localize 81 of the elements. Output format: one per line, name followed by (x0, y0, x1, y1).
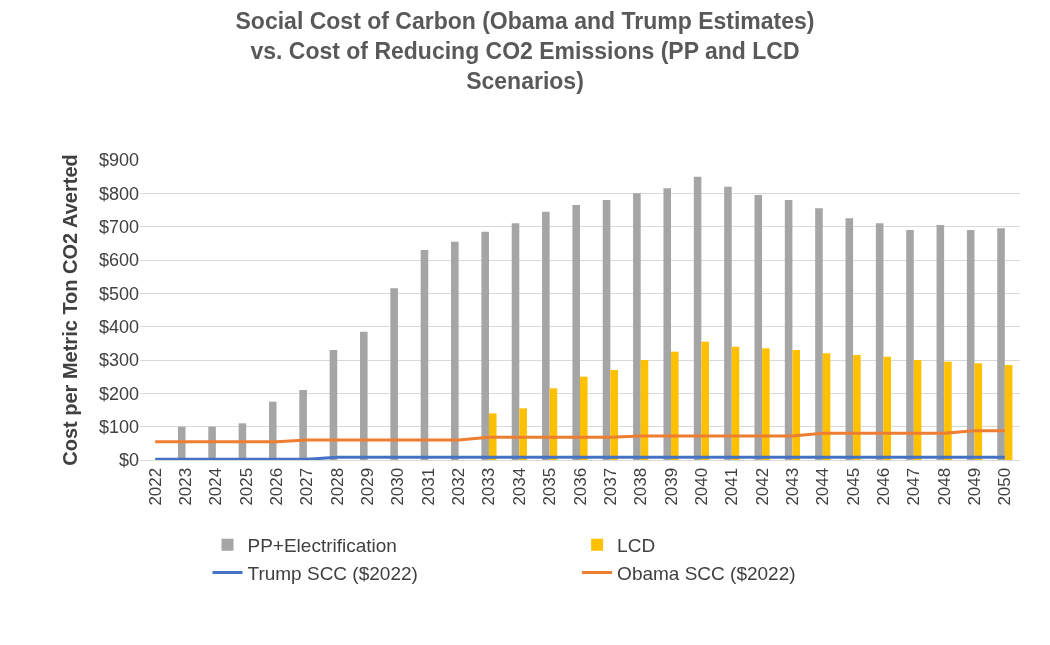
bar (360, 331, 368, 460)
x-tick-label: 2044 (813, 467, 833, 506)
bar (602, 200, 611, 460)
x-tick-label: 2026 (267, 467, 287, 506)
x-tick-label: 2025 (236, 467, 256, 506)
x-tick-label: 2030 (388, 467, 408, 506)
y-tick-label: $800 (98, 183, 139, 204)
bar (936, 225, 945, 460)
x-tick-label: 2047 (904, 467, 924, 506)
x-tick-label: 2029 (358, 467, 378, 506)
legend-label: Trump SCC ($2022) (247, 562, 418, 584)
y-tick-label: $500 (98, 283, 139, 304)
legend-label: PP+Electrification (247, 535, 397, 557)
x-tick-label: 2035 (540, 467, 560, 506)
x-tick-label: 2034 (509, 467, 529, 506)
x-tick-label: 2041 (722, 467, 742, 506)
bar (693, 176, 702, 460)
y-tick-label: $0 (118, 450, 139, 471)
line-series (153, 429, 1007, 444)
y-tick-label: $400 (98, 316, 139, 337)
bar (701, 341, 709, 460)
y-tick-label: $300 (98, 350, 139, 371)
x-tick-label: 2039 (661, 467, 681, 506)
chart-title: Social Cost of Carbon (Obama and Trump Estimates) vs. Cost of Reducing CO2 Emissions (PP and LCD Scenarios) (235, 8, 815, 94)
y-tick-label: $200 (98, 383, 139, 404)
bar (451, 241, 459, 460)
x-tick-label: 2036 (570, 467, 590, 506)
x-tick-label: 2033 (479, 467, 499, 506)
bar (784, 200, 793, 460)
x-tick-label: 2024 (206, 467, 226, 506)
bar (815, 208, 823, 460)
x-tick-label: 2031 (418, 467, 438, 506)
bar (268, 401, 277, 460)
legend-label: LCD (617, 535, 656, 557)
y-tick-label: $700 (98, 216, 139, 237)
bar (974, 363, 983, 460)
bar (906, 230, 914, 460)
x-tick-label: 2042 (752, 467, 772, 506)
x-tick-label: 2049 (965, 467, 985, 506)
bar (845, 218, 854, 460)
bar (481, 231, 489, 460)
bar (610, 370, 618, 460)
bar (1004, 365, 1013, 460)
bar (883, 356, 892, 460)
x-tick-label: 2022 (145, 467, 165, 506)
bar (542, 211, 550, 460)
x-tick-label: 2050 (995, 467, 1015, 506)
bar (966, 230, 975, 460)
bar (853, 355, 861, 460)
bar (724, 186, 732, 460)
bar (997, 228, 1005, 460)
x-tick-label: 2027 (297, 467, 317, 506)
y-tick-label: $100 (98, 416, 139, 437)
x-tick-label: 2038 (631, 467, 651, 506)
x-tick-label: 2048 (934, 467, 954, 506)
x-tick-label: 2043 (782, 467, 802, 506)
bar (792, 350, 800, 460)
y-tick-label: $600 (98, 250, 139, 271)
x-tick-label: 2040 (691, 467, 711, 506)
y-axis-title: Cost per Metric Ton CO2 Averted (59, 154, 82, 466)
bar (663, 188, 672, 460)
bar (944, 361, 952, 460)
x-tick-label: 2023 (176, 467, 196, 506)
bar (390, 288, 398, 460)
x-tick-label: 2028 (327, 467, 347, 506)
bar (875, 223, 884, 460)
bar (299, 390, 307, 460)
x-tick-label: 2037 (600, 467, 620, 506)
bar (762, 348, 770, 460)
y-tick-label: $900 (98, 150, 139, 171)
bar (572, 205, 580, 460)
bar (420, 250, 429, 460)
bar (633, 193, 641, 460)
bar (580, 376, 588, 460)
x-tick-label: 2046 (873, 467, 893, 506)
x-tick-label: 2032 (449, 467, 469, 506)
x-tick-label: 2045 (843, 467, 863, 506)
bar (511, 223, 520, 460)
bar (671, 351, 679, 460)
legend-label: Obama SCC ($2022) (617, 562, 796, 584)
bar (754, 195, 763, 460)
